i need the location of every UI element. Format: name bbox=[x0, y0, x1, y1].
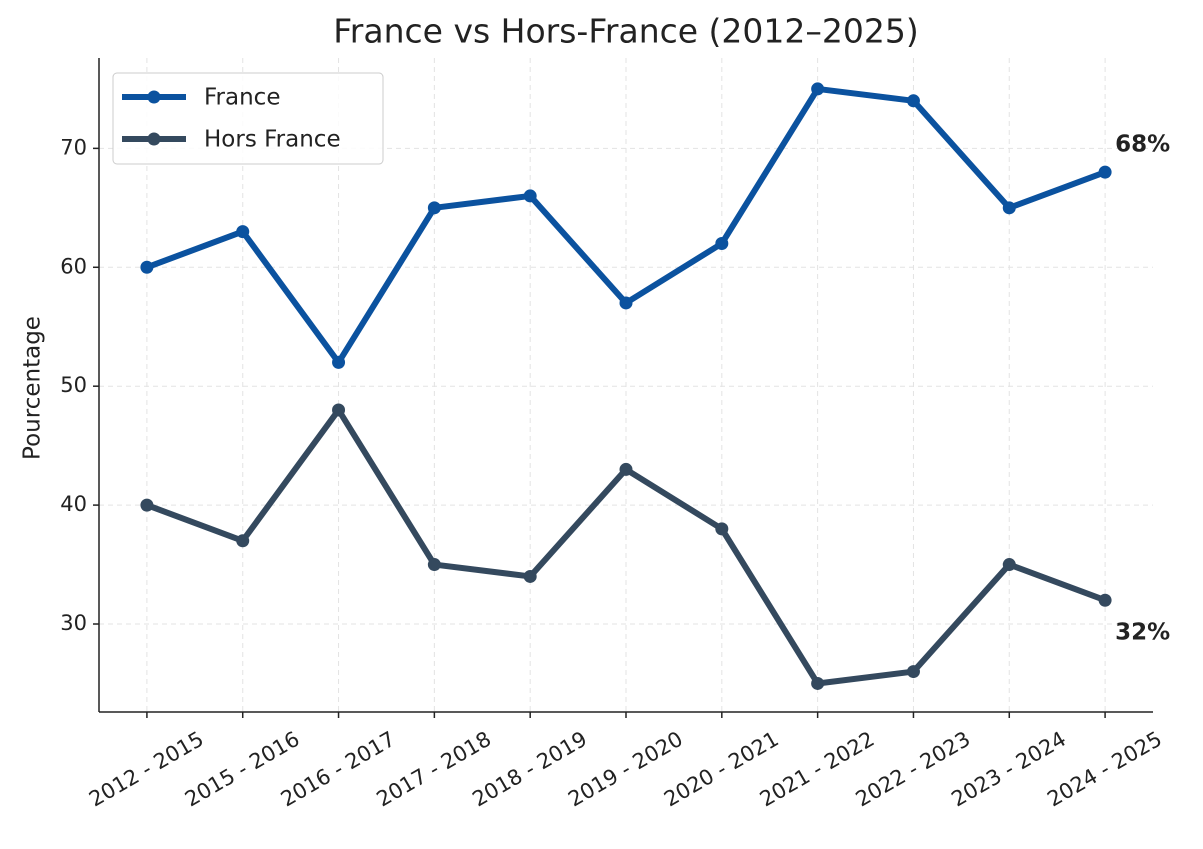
value-label: 32% bbox=[1115, 620, 1170, 646]
point bbox=[906, 665, 920, 679]
point bbox=[1098, 593, 1112, 607]
point bbox=[140, 498, 154, 512]
y-tick-label: 30 bbox=[60, 611, 87, 635]
y-axis-label: Pourcentage bbox=[20, 316, 46, 460]
point bbox=[236, 225, 250, 239]
y-tick-label: 50 bbox=[60, 373, 87, 397]
point bbox=[715, 522, 729, 536]
point bbox=[1098, 165, 1112, 179]
point bbox=[332, 355, 346, 369]
point bbox=[619, 296, 633, 310]
chart-title: France vs Hors-France (2012–2025) bbox=[333, 12, 919, 51]
y-tick-label: 40 bbox=[60, 492, 87, 516]
point bbox=[811, 82, 825, 96]
point bbox=[236, 534, 250, 548]
legend-label: France bbox=[204, 85, 280, 111]
value-label: 68% bbox=[1115, 132, 1170, 158]
y-tick-label: 70 bbox=[60, 135, 87, 159]
point bbox=[811, 676, 825, 690]
point bbox=[140, 260, 154, 274]
point bbox=[427, 558, 441, 572]
legend-label: Hors France bbox=[204, 127, 341, 153]
point bbox=[619, 462, 633, 476]
point bbox=[332, 403, 346, 417]
point bbox=[1002, 201, 1016, 215]
legend-marker bbox=[147, 90, 161, 104]
y-tick-label: 60 bbox=[60, 254, 87, 278]
point bbox=[715, 236, 729, 250]
legend-marker bbox=[147, 132, 161, 146]
point bbox=[523, 569, 537, 583]
point bbox=[1002, 558, 1016, 572]
point bbox=[906, 94, 920, 108]
point bbox=[427, 201, 441, 215]
point bbox=[523, 189, 537, 203]
